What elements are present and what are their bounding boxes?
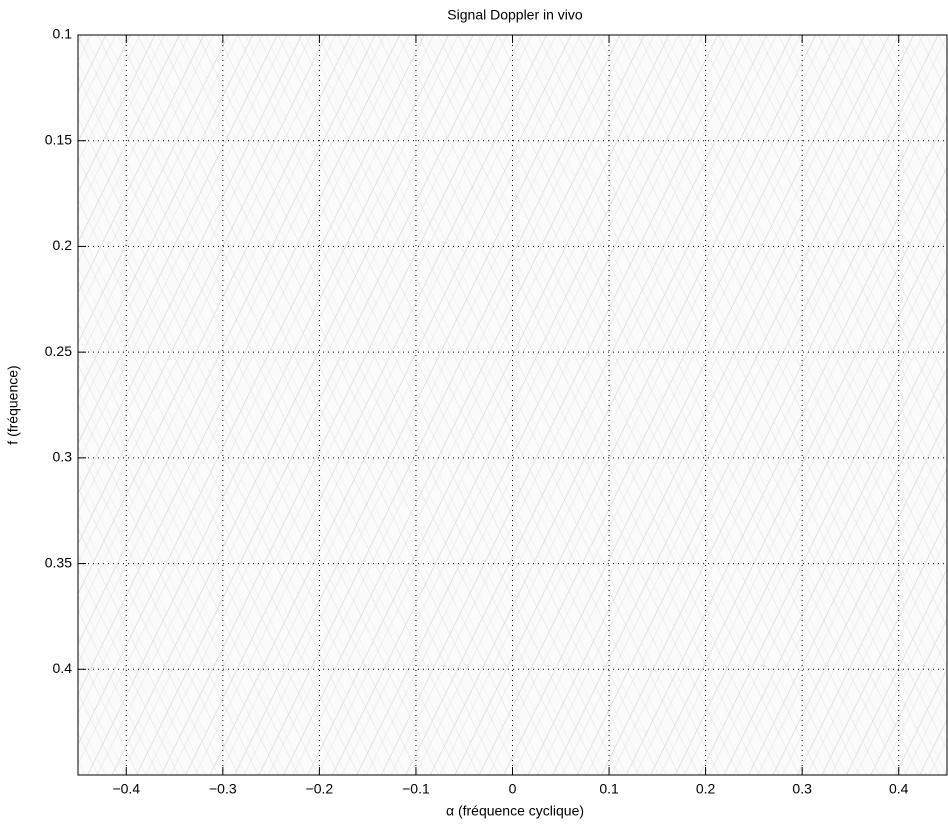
x-tick-label: −0.1 xyxy=(402,781,430,797)
x-tick-label: −0.4 xyxy=(112,781,140,797)
y-tick-label: 0.1 xyxy=(53,26,73,42)
chart-title: Signal Doppler in vivo xyxy=(447,7,583,23)
y-tick-label: 0.2 xyxy=(53,237,73,253)
y-tick-label: 0.4 xyxy=(53,660,73,676)
x-tick-label: 0 xyxy=(509,781,517,797)
plot-frame xyxy=(77,34,948,776)
y-tick-label: 0.35 xyxy=(45,554,72,570)
x-tick-label: 0.3 xyxy=(792,781,812,797)
x-tick-label: 0.4 xyxy=(889,781,909,797)
x-tick-label: −0.3 xyxy=(209,781,237,797)
x-tick-label: 0.2 xyxy=(696,781,716,797)
y-tick-label: 0.25 xyxy=(45,343,72,359)
x-axis-label: α (fréquence cyclique) xyxy=(446,803,584,819)
y-tick-label: 0.3 xyxy=(53,449,73,465)
y-axis-label: f (fréquence) xyxy=(5,365,21,444)
x-tick-label: 0.1 xyxy=(599,781,619,797)
x-tick-label: −0.2 xyxy=(306,781,334,797)
y-tick-label: 0.15 xyxy=(45,131,72,147)
